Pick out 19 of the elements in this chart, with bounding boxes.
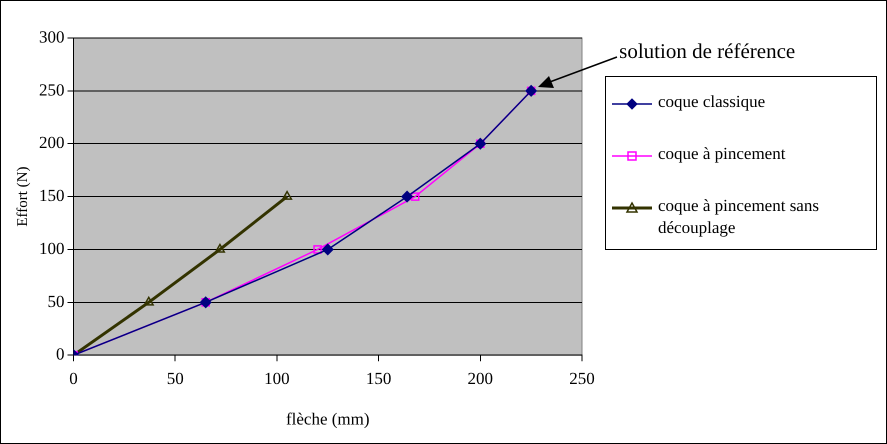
x-tick-label: 50: [166, 368, 184, 388]
x-tick-label: 250: [569, 368, 595, 388]
legend-label: coque à pincement sans découplage: [658, 195, 820, 239]
x-tick-label: 200: [468, 368, 494, 388]
text: solution de référence: [619, 38, 796, 64]
y-tick-label: 0: [56, 344, 64, 364]
y-tick-label: 200: [39, 133, 64, 152]
x-tick-label: 0: [69, 368, 78, 388]
y-tick-label: 300: [39, 27, 64, 46]
legend-label: coque à pincement: [658, 143, 786, 165]
x-axis-title: flèche (mm): [286, 409, 370, 428]
legend-label: coque classique: [658, 91, 766, 113]
x-tick-label: 150: [366, 368, 392, 388]
y-axis-title: Effort (N): [14, 166, 31, 227]
x-tick-label: 100: [264, 368, 290, 388]
y-tick-label: 150: [39, 186, 64, 206]
y-tick-label: 100: [39, 238, 64, 258]
y-tick-label: 50: [48, 292, 64, 311]
y-tick-label: 250: [39, 80, 64, 100]
